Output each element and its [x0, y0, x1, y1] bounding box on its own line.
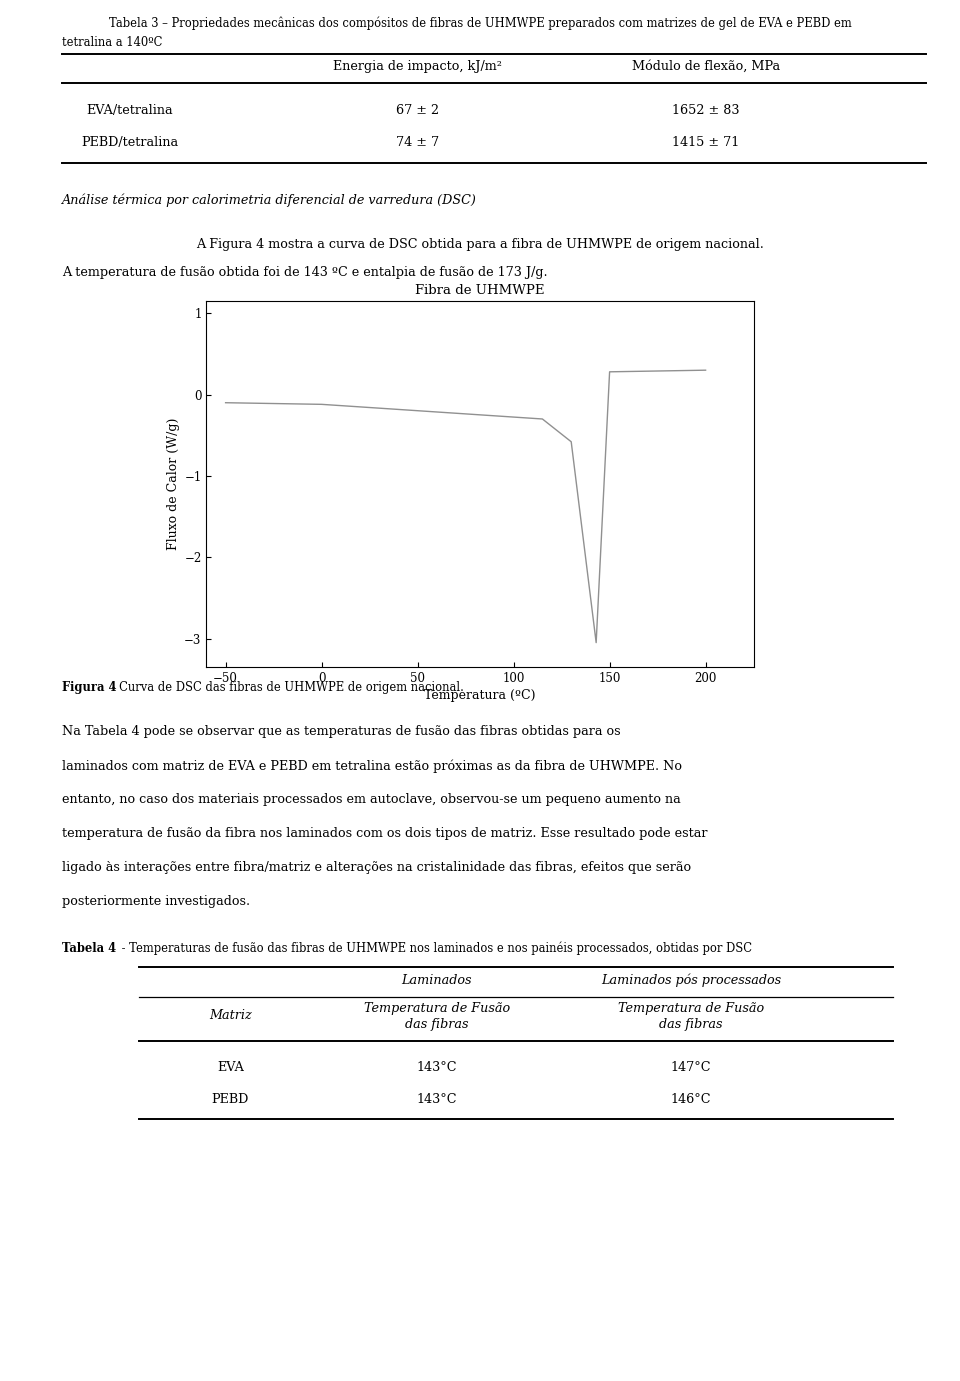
Text: PEBD/tetralina: PEBD/tetralina: [81, 135, 179, 149]
Text: Tabela 4: Tabela 4: [62, 942, 116, 956]
Text: 74 ± 7: 74 ± 7: [396, 135, 439, 149]
Text: laminados com matriz de EVA e PEBD em tetralina estão próximas as da fibra de UH: laminados com matriz de EVA e PEBD em te…: [62, 760, 683, 772]
Text: 146°C: 146°C: [671, 1092, 711, 1106]
Text: 67 ± 2: 67 ± 2: [396, 104, 439, 117]
Text: Temperatura de Fusão: Temperatura de Fusão: [364, 1001, 510, 1015]
Text: Figura 4: Figura 4: [62, 681, 117, 695]
Text: EVA/tetralina: EVA/tetralina: [86, 104, 173, 117]
Text: Energia de impacto, kJ/m²: Energia de impacto, kJ/m²: [333, 59, 502, 73]
Text: Matriz: Matriz: [209, 1008, 252, 1022]
Text: PEBD: PEBD: [212, 1092, 249, 1106]
Text: Laminados: Laminados: [401, 974, 472, 987]
Text: entanto, no caso dos materiais processados em autoclave, observou-se um pequeno : entanto, no caso dos materiais processad…: [62, 793, 682, 807]
Text: Na Tabela 4 pode se observar que as temperaturas de fusão das fibras obtidas par: Na Tabela 4 pode se observar que as temp…: [62, 725, 621, 739]
Text: das fibras: das fibras: [405, 1018, 468, 1032]
Text: Tabela 3 – Propriedades mecânicas dos compósitos de fibras de UHMWPE preparados : Tabela 3 – Propriedades mecânicas dos co…: [108, 17, 852, 30]
Text: posteriormente investigados.: posteriormente investigados.: [62, 895, 251, 907]
Text: A temperatura de fusão obtida foi de 143 ºC e entalpia de fusão de 173 J/g.: A temperatura de fusão obtida foi de 143…: [62, 265, 548, 279]
Text: ligado às interações entre fibra/matriz e alterações na cristalinidade das fibra: ligado às interações entre fibra/matriz …: [62, 860, 691, 874]
Text: A Figura 4 mostra a curva de DSC obtida para a fibra de UHMWPE de origem naciona: A Figura 4 mostra a curva de DSC obtida …: [196, 238, 764, 251]
Text: Laminados pós processados: Laminados pós processados: [601, 974, 781, 987]
Text: tetralina a 140ºC: tetralina a 140ºC: [62, 36, 163, 48]
Text: 143°C: 143°C: [417, 1092, 457, 1106]
Text: Módulo de flexão, MPa: Módulo de flexão, MPa: [632, 59, 780, 73]
Text: 147°C: 147°C: [671, 1061, 711, 1074]
Text: - Curva de DSC das fibras de UHMWPE de origem nacional.: - Curva de DSC das fibras de UHMWPE de o…: [108, 681, 465, 695]
Text: 1415 ± 71: 1415 ± 71: [672, 135, 739, 149]
Text: Temperatura de Fusão: Temperatura de Fusão: [618, 1001, 764, 1015]
Text: das fibras: das fibras: [660, 1018, 723, 1032]
Y-axis label: Fluxo de Calor (W/g): Fluxo de Calor (W/g): [167, 418, 180, 550]
Text: temperatura de fusão da fibra nos laminados com os dois tipos de matriz. Esse re: temperatura de fusão da fibra nos lamina…: [62, 827, 708, 840]
Title: Fibra de UHMWPE: Fibra de UHMWPE: [416, 284, 544, 297]
Text: Análise térmica por calorimetria diferencial de varredura (DSC): Análise térmica por calorimetria diferen…: [62, 193, 477, 207]
Text: - Temperaturas de fusão das fibras de UHMWPE nos laminados e nos painéis process: - Temperaturas de fusão das fibras de UH…: [118, 942, 752, 956]
X-axis label: Temperatura (ºC): Temperatura (ºC): [424, 689, 536, 702]
Text: EVA: EVA: [217, 1061, 244, 1074]
Text: 143°C: 143°C: [417, 1061, 457, 1074]
Text: 1652 ± 83: 1652 ± 83: [672, 104, 739, 117]
